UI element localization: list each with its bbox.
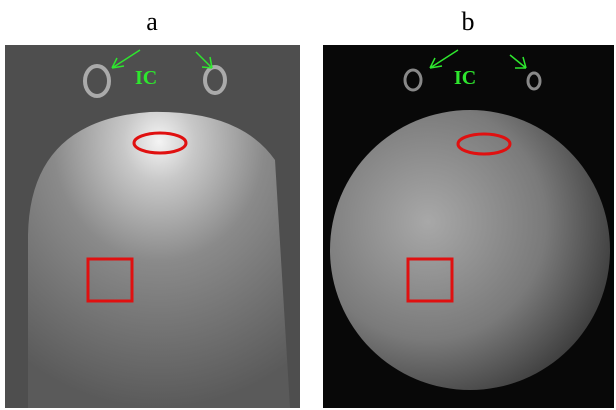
roi-ellipse	[456, 132, 512, 156]
roi-square	[86, 257, 134, 303]
phantom	[330, 110, 610, 390]
panel-a: a IC	[5, 7, 300, 408]
phantom	[28, 111, 290, 408]
ic-marker	[203, 65, 227, 95]
ic-marker	[526, 71, 542, 91]
arrow	[429, 49, 459, 69]
panel-label: a	[146, 7, 158, 36]
ic-marker	[403, 68, 423, 92]
panel-label: b	[462, 7, 475, 36]
roi-square	[406, 257, 454, 303]
annotation: IC	[454, 67, 476, 89]
arrow	[509, 54, 527, 69]
annotation: IC	[135, 67, 157, 89]
arrow	[195, 51, 213, 69]
roi-ellipse	[132, 131, 188, 155]
arrow	[111, 49, 141, 69]
ic-marker	[83, 64, 111, 98]
panel-b: b IC	[323, 7, 614, 408]
